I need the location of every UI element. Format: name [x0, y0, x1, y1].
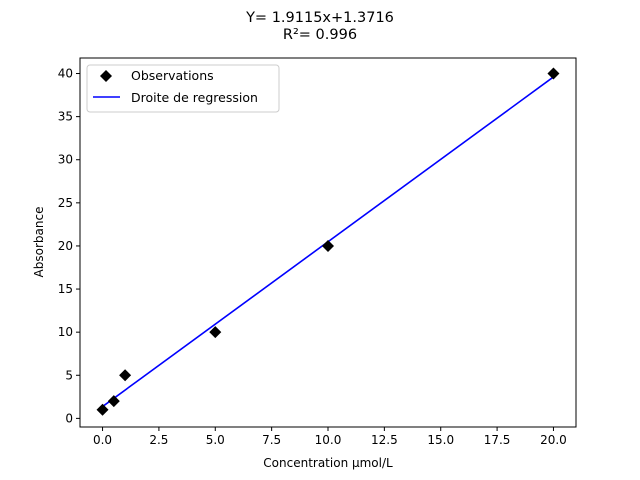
- x-tick-label: 0.0: [93, 433, 112, 447]
- observation-point: [96, 403, 109, 416]
- observation-point: [322, 239, 334, 252]
- x-tick-label: 20.0: [540, 433, 567, 447]
- x-axis-label: Concentration µmol/L: [263, 456, 393, 470]
- chart-title-line1: Y= 1.9115x+1.3716: [245, 10, 394, 26]
- chart-title-line2: R²= 0.996: [283, 27, 357, 43]
- x-tick-label: 15.0: [427, 433, 454, 447]
- y-tick-label: 5: [65, 368, 73, 382]
- x-tick-label: 5.0: [206, 433, 225, 447]
- x-tick-label: 7.5: [262, 433, 281, 447]
- legend-marker-observations: [100, 70, 112, 82]
- x-tick-label: 10.0: [315, 433, 342, 447]
- observation-point: [119, 369, 132, 382]
- legend-frame: [86, 64, 280, 113]
- x-axis: 0.0 2.5 5.0 7.5 10.0 12.5 15.0 17.5 20.0: [93, 427, 567, 447]
- observation-point: [209, 326, 222, 339]
- y-axis: 0 5 10 15 20 25 30 35 40: [58, 67, 80, 425]
- y-tick-label: 25: [58, 196, 73, 210]
- y-tick-label: 35: [58, 110, 73, 124]
- observations-series: [96, 67, 560, 416]
- legend-label-observations: Observations: [131, 68, 214, 83]
- observation-point: [107, 395, 120, 408]
- x-tick-label: 2.5: [149, 433, 168, 447]
- legend: Observations Droite de regression: [86, 64, 280, 113]
- y-tick-label: 10: [58, 325, 73, 339]
- legend-label-regression: Droite de regression: [131, 90, 258, 105]
- y-axis-label: Absorbance: [32, 207, 46, 278]
- y-tick-label: 15: [58, 282, 73, 296]
- y-tick-label: 30: [58, 153, 73, 167]
- y-tick-label: 20: [58, 239, 73, 253]
- x-tick-label: 17.5: [484, 433, 511, 447]
- y-tick-label: 40: [58, 67, 73, 81]
- x-tick-label: 12.5: [371, 433, 398, 447]
- y-tick-label: 0: [65, 411, 73, 425]
- observation-point: [547, 67, 560, 80]
